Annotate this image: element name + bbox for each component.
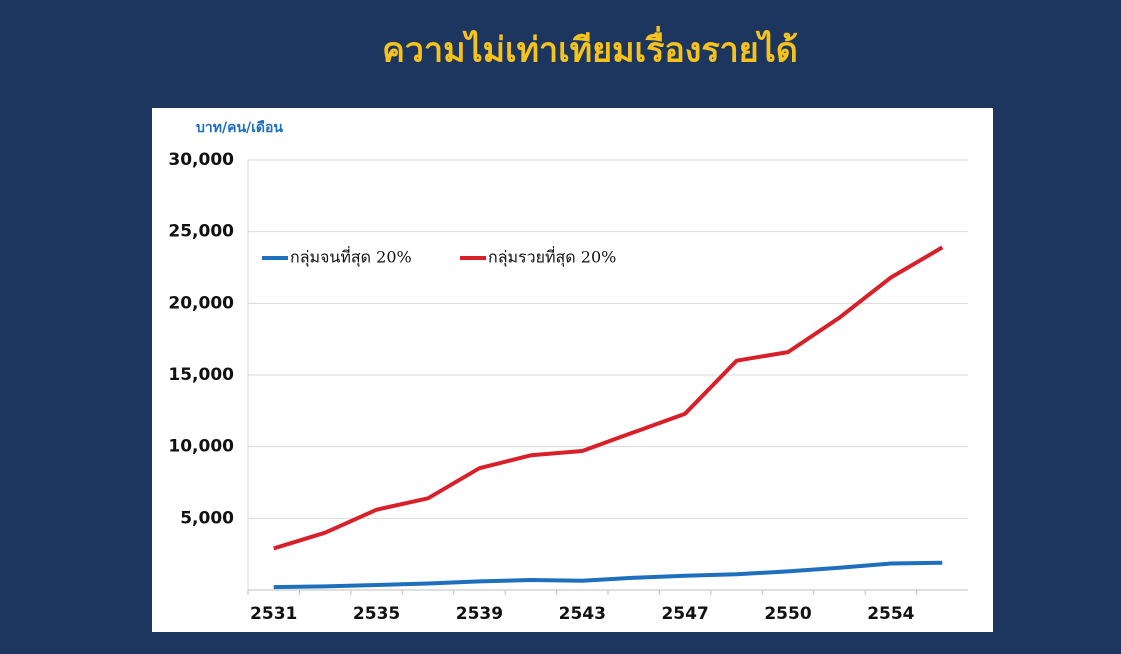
- y-tick-label: 10,000: [168, 437, 234, 457]
- x-tick-label: 2543: [559, 604, 606, 624]
- y-tick-label: 25,000: [168, 222, 234, 242]
- series-line: [273, 245, 944, 551]
- x-tick-label: 2535: [353, 604, 400, 624]
- y-tick-label: 15,000: [168, 365, 234, 385]
- x-tick-label: 2539: [456, 604, 503, 624]
- slide-title: ความไม่เท่าเทียมเรื่องรายได้: [382, 26, 798, 71]
- y-tick-label: 5,000: [180, 508, 234, 528]
- y-axis-unit: บาท/คน/เดือน: [196, 120, 283, 136]
- x-tick-label: 2547: [661, 604, 708, 624]
- x-tick-label: 2531: [250, 604, 297, 624]
- legend-label: กลุ่มจนที่สุด 20%: [290, 246, 412, 268]
- x-tick-label: 2550: [764, 604, 811, 624]
- legend-label: กลุ่มรวยที่สุด 20%: [488, 246, 616, 268]
- x-tick-label: 2554: [867, 604, 914, 624]
- series-line: [273, 560, 943, 590]
- chart-panel: [152, 108, 993, 632]
- y-tick-label: 20,000: [168, 293, 234, 313]
- y-tick-label: 30,000: [168, 150, 234, 170]
